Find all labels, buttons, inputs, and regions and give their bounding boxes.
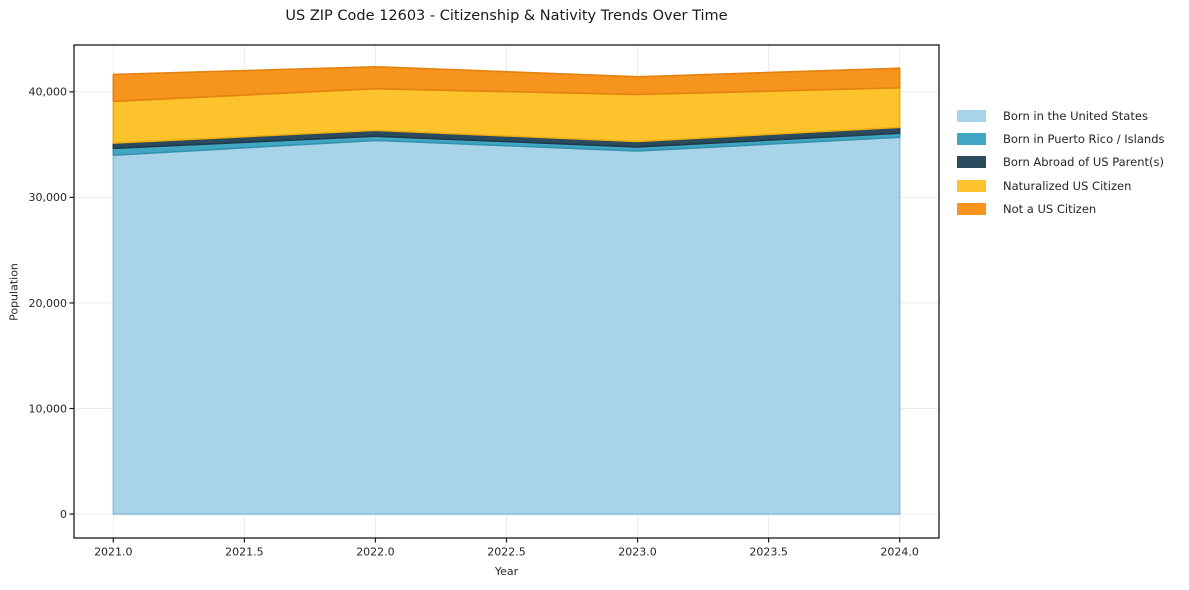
y-tick-label: 20,000	[29, 297, 68, 310]
x-axis-label: Year	[494, 565, 519, 578]
legend-swatch	[957, 156, 986, 169]
area-series-0	[112, 136, 901, 515]
y-axis-label: Population	[7, 263, 21, 321]
legend-item: Naturalized US Citizen	[957, 174, 1165, 197]
legend-label: Born in Puerto Rico / Islands	[1003, 131, 1165, 146]
x-tick-label: 2024.0	[880, 546, 919, 559]
legend-label: Naturalized US Citizen	[1003, 178, 1132, 193]
x-tick-label: 2023.0	[618, 546, 657, 559]
legend-item: Born in Puerto Rico / Islands	[957, 127, 1165, 150]
legend-item: Born Abroad of US Parent(s)	[957, 151, 1165, 174]
y-tick-label: 40,000	[29, 86, 68, 99]
legend-swatch	[957, 179, 986, 192]
y-tick-label: 0	[60, 508, 67, 521]
legend-swatch	[957, 202, 986, 215]
legend-item: Not a US Citizen	[957, 197, 1165, 220]
x-tick-label: 2021.5	[225, 546, 264, 559]
legend-label: Born in the United States	[1003, 108, 1148, 123]
legend-label: Born Abroad of US Parent(s)	[1003, 155, 1164, 170]
legend: Born in the United States Born in Puerto …	[957, 104, 1165, 220]
y-tick-label: 30,000	[29, 191, 68, 204]
y-tick-label: 10,000	[29, 402, 68, 415]
x-tick-label: 2022.5	[487, 546, 526, 559]
legend-label: Not a US Citizen	[1003, 201, 1097, 216]
x-tick-label: 2022.0	[356, 546, 395, 559]
x-tick-label: 2023.5	[749, 546, 788, 559]
legend-swatch	[957, 132, 986, 145]
legend-item: Born in the United States	[957, 104, 1165, 127]
area-series-4	[112, 65, 901, 103]
chart-title: US ZIP Code 12603 - Citizenship & Nativi…	[285, 8, 728, 24]
legend-swatch	[957, 109, 986, 122]
x-tick-label: 2021.0	[94, 546, 133, 559]
